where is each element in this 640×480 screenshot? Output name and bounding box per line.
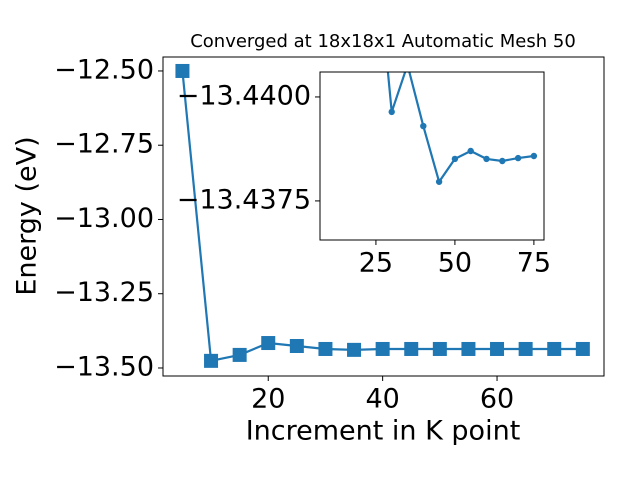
- plot-area: 25 50 75 −13.4400 −13.4375: [177, 71, 551, 279]
- x-tick-label: 60: [480, 384, 514, 415]
- marker: [499, 157, 506, 165]
- marker: [388, 108, 395, 116]
- marker: [375, 341, 390, 356]
- marker: [547, 341, 562, 356]
- marker: [432, 341, 447, 356]
- y-tick-label: −12.50: [54, 54, 154, 85]
- x-tick-label: 40: [365, 384, 399, 415]
- marker: [347, 342, 362, 357]
- marker: [461, 341, 476, 356]
- y-tick-label: −13.00: [54, 203, 154, 234]
- marker: [490, 341, 505, 356]
- data-layer: [386, 72, 538, 185]
- marker: [530, 152, 538, 160]
- y-axis-label: Energy (eV): [12, 136, 43, 295]
- marker: [175, 63, 190, 78]
- y-tick-label: −13.4375: [177, 184, 311, 215]
- x-tick-label: 20: [251, 384, 285, 415]
- y-tick-label: −12.75: [54, 129, 154, 160]
- marker: [467, 147, 474, 155]
- marker: [261, 336, 276, 351]
- marker: [451, 155, 459, 163]
- x-tick-label: 25: [359, 248, 393, 279]
- y-tick-label: −13.50: [54, 351, 154, 382]
- x-tick-label: 50: [438, 248, 472, 279]
- marker: [575, 341, 590, 356]
- marker: [435, 178, 443, 185]
- marker: [420, 122, 427, 130]
- x-tick-label: 75: [517, 248, 551, 279]
- marker: [404, 341, 419, 356]
- data-layer: [175, 63, 590, 368]
- y-tick-label: −13.25: [54, 277, 154, 308]
- axes-frame: [319, 71, 545, 241]
- chart-title: Converged at 18x18x1 Automatic Mesh 50: [190, 31, 576, 52]
- marker: [204, 353, 219, 368]
- marker: [483, 155, 490, 163]
- marker: [232, 347, 247, 362]
- marker: [318, 341, 333, 356]
- marker: [518, 341, 533, 356]
- axes-frame: [162, 56, 605, 377]
- marker: [289, 339, 304, 354]
- x-axis-label: Increment in K point: [246, 416, 521, 447]
- y-tick-label: −13.4400: [177, 80, 311, 111]
- marker: [514, 154, 522, 162]
